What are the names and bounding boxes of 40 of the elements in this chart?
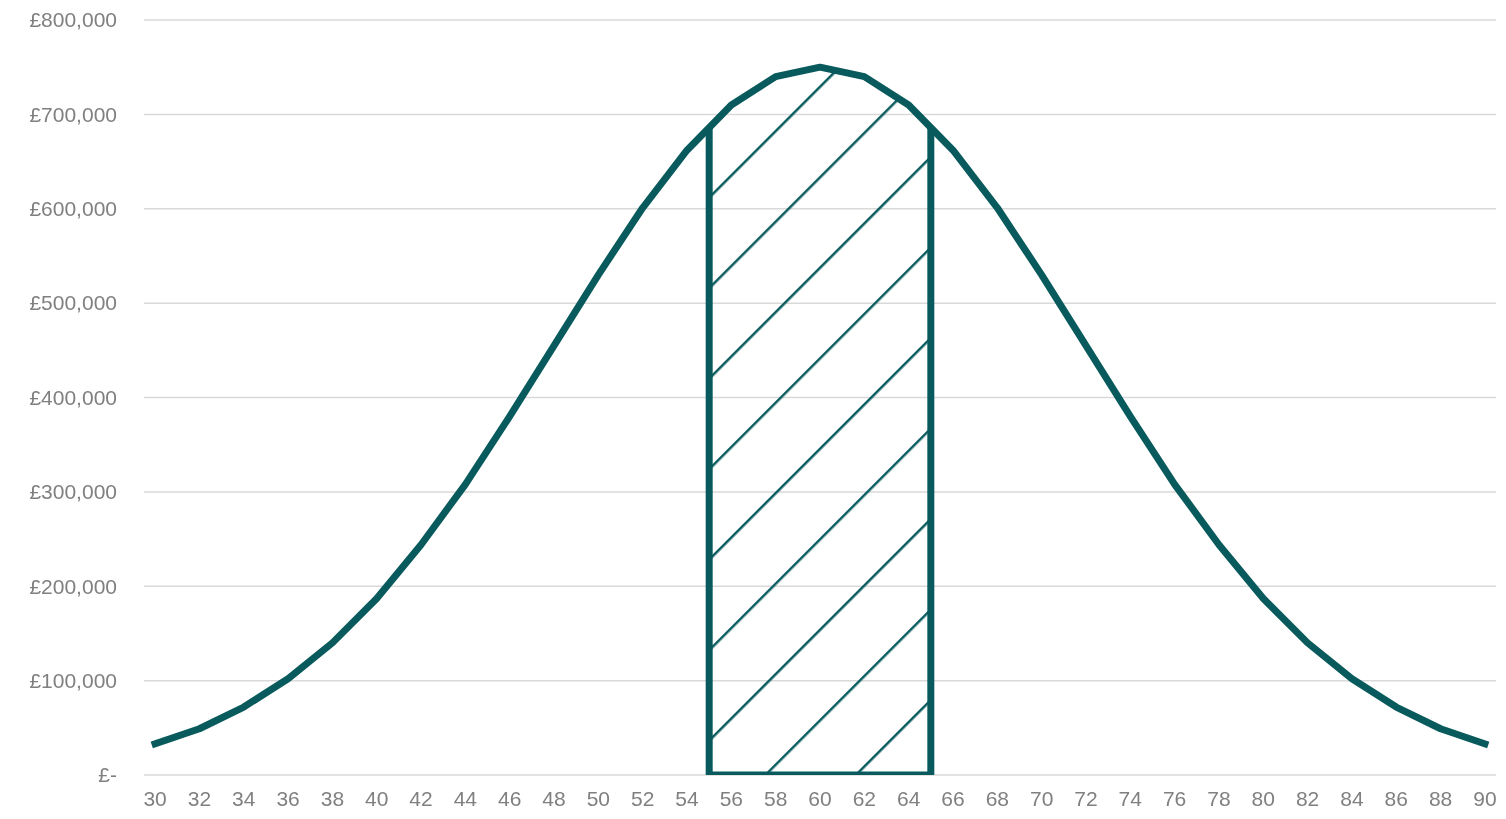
x-tick-label: 32 [187,787,212,810]
y-tick-label: £100,000 [29,668,117,692]
x-tick-label: 64 [896,787,921,810]
y-tick-label: £500,000 [29,291,117,315]
x-tick-label: 38 [320,787,345,810]
x-tick-label: 78 [1207,787,1231,810]
x-tick-label: 66 [941,787,965,810]
x-tick-label: 58 [763,787,788,810]
x-tick-label: 88 [1428,787,1453,810]
x-tick-label: 34 [232,787,256,810]
x-tick-label: 50 [586,787,611,810]
x-tick-label: 82 [1295,787,1320,810]
y-tick-label: £800,000 [29,8,117,32]
x-tick-label: 86 [1384,787,1408,810]
x-tick-label: 54 [675,787,700,810]
x-tick-label: 30 [143,787,167,810]
x-tick-label: 40 [365,787,389,810]
x-tick-label: 72 [1074,787,1098,810]
y-tick-label: £700,000 [29,102,117,126]
y-tick-label: £200,000 [29,574,117,598]
x-tick-label: 90 [1473,787,1497,810]
x-tick-label: 44 [453,787,478,810]
x-tick-label: 52 [631,787,655,810]
x-tick-label: 62 [852,787,877,810]
x-tick-label: 80 [1251,787,1275,810]
y-tick-label: £300,000 [29,480,117,504]
x-tick-label: 46 [498,787,522,810]
y-tick-label: £600,000 [29,197,117,221]
x-tick-label: 68 [985,787,1009,810]
x-tick-label: 42 [409,787,433,810]
x-tick-label: 84 [1340,787,1364,810]
x-tick-label: 56 [719,787,744,810]
x-tick-label: 74 [1118,787,1143,810]
x-tick-label: 76 [1162,787,1187,810]
x-tick-label: 36 [276,787,300,810]
x-tick-label: 60 [808,787,832,810]
x-tick-label: 70 [1029,787,1054,810]
y-tick-label: £400,000 [29,385,117,409]
x-tick-label: 48 [542,787,566,810]
y-tick-label: £- [98,763,117,787]
